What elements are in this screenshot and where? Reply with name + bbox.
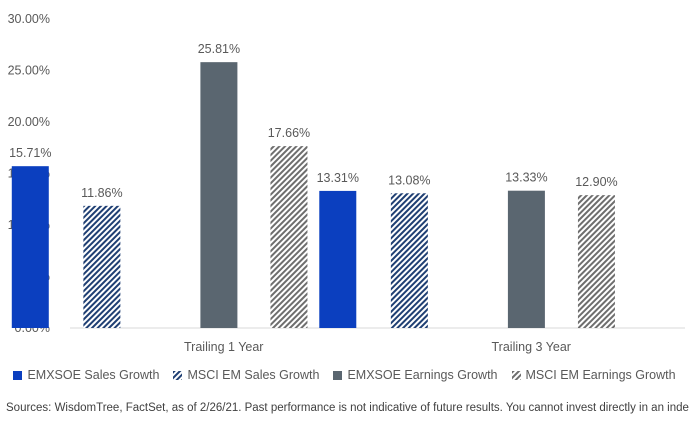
bar-msci-em-earnings-growth-0 xyxy=(270,146,308,328)
legend-item-msci-sales: MSCI EM Sales Growth xyxy=(173,368,319,382)
legend-label: MSCI EM Earnings Growth xyxy=(525,368,676,382)
data-label: 13.08% xyxy=(388,173,430,187)
bar-emxsoe-sales-growth-0 xyxy=(11,166,49,328)
category-labels-group: Trailing 1 Year Trailing 3 Year xyxy=(184,340,571,354)
legend-swatch-hatched-gray xyxy=(511,370,521,380)
data-label: 15.71% xyxy=(9,146,51,160)
bar-msci-em-sales-growth-0 xyxy=(83,205,121,328)
category-label: Trailing 3 Year xyxy=(492,340,571,354)
data-label: 13.31% xyxy=(317,171,359,185)
legend: EMXSOE Sales Growth MSCI EM Sales Growth… xyxy=(0,366,689,384)
bar-chart: 0.00%5.00%10.00%15.00%20.00%25.00%30.00%… xyxy=(8,12,685,354)
legend-swatch-solid-gray xyxy=(333,370,343,380)
bar-emxsoe-earnings-growth-1 xyxy=(507,190,545,328)
bar-msci-em-earnings-growth-1 xyxy=(577,195,615,328)
data-label: 11.86% xyxy=(81,186,122,200)
data-labels-group: 15.71% 11.86% 25.81% 17.66% 13.31% 13.08% 13.3… xyxy=(9,42,618,200)
data-label: 17.66% xyxy=(268,126,310,140)
bar-msci-em-sales-growth-1 xyxy=(390,193,428,328)
legend-label: EMXSOE Sales Growth xyxy=(27,368,160,382)
legend-swatch-hatched-blue xyxy=(173,370,183,380)
y-tick-label: 20.00% xyxy=(8,115,50,129)
source-note: Sources: WisdomTree, FactSet, as of 2/26… xyxy=(6,402,689,414)
legend-item-emxsoe-earnings: EMXSOE Earnings Growth xyxy=(333,368,498,382)
bar-emxsoe-earnings-growth-0 xyxy=(200,62,238,328)
legend-item-msci-earnings: MSCI EM Earnings Growth xyxy=(511,368,676,382)
bar-emxsoe-sales-growth-1 xyxy=(319,190,357,328)
legend-item-emxsoe-sales: EMXSOE Sales Growth xyxy=(13,368,159,382)
category-label: Trailing 1 Year xyxy=(184,340,263,354)
legend-label: MSCI EM Sales Growth xyxy=(187,368,320,382)
legend-label: EMXSOE Earnings Growth xyxy=(347,368,498,382)
data-label: 13.33% xyxy=(505,171,547,185)
bars-group xyxy=(11,62,615,328)
legend-swatch-solid-blue xyxy=(13,370,23,380)
y-tick-label: 30.00% xyxy=(8,12,50,26)
data-label: 25.81% xyxy=(198,42,240,56)
data-label: 12.90% xyxy=(575,175,617,189)
y-tick-label: 25.00% xyxy=(8,64,50,78)
